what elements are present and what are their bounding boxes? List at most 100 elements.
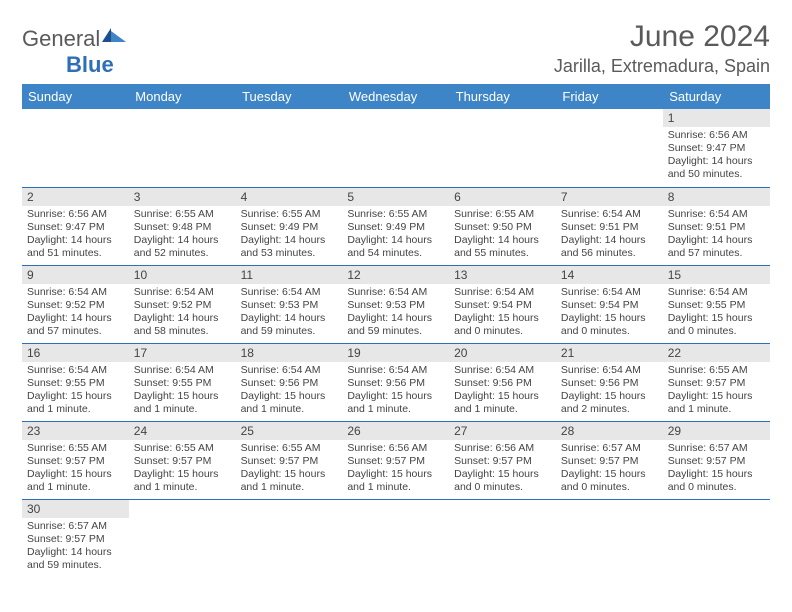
day-number: 7 <box>556 188 663 206</box>
day-cell: 8Sunrise: 6:54 AMSunset: 9:51 PMDaylight… <box>663 187 770 265</box>
day-cell: 1Sunrise: 6:56 AMSunset: 9:47 PMDaylight… <box>663 109 770 187</box>
day-cell: 19Sunrise: 6:54 AMSunset: 9:56 PMDayligh… <box>342 343 449 421</box>
calendar-table: SundayMondayTuesdayWednesdayThursdayFrid… <box>22 84 770 577</box>
empty-cell <box>449 499 556 577</box>
empty-cell <box>342 109 449 187</box>
day-data: Sunrise: 6:54 AMSunset: 9:54 PMDaylight:… <box>556 284 663 342</box>
day-data: Sunrise: 6:54 AMSunset: 9:56 PMDaylight:… <box>556 362 663 420</box>
day-number: 22 <box>663 344 770 362</box>
day-number: 27 <box>449 422 556 440</box>
weekday-header: Friday <box>556 84 663 109</box>
month-title: June 2024 <box>554 20 770 54</box>
day-number: 17 <box>129 344 236 362</box>
weekday-header: Wednesday <box>342 84 449 109</box>
day-cell: 30Sunrise: 6:57 AMSunset: 9:57 PMDayligh… <box>22 499 129 577</box>
day-number: 5 <box>342 188 449 206</box>
day-cell: 20Sunrise: 6:54 AMSunset: 9:56 PMDayligh… <box>449 343 556 421</box>
location: Jarilla, Extremadura, Spain <box>554 56 770 77</box>
empty-cell <box>342 499 449 577</box>
day-data: Sunrise: 6:54 AMSunset: 9:55 PMDaylight:… <box>129 362 236 420</box>
empty-cell <box>129 109 236 187</box>
day-number: 23 <box>22 422 129 440</box>
empty-cell <box>449 109 556 187</box>
day-cell: 10Sunrise: 6:54 AMSunset: 9:52 PMDayligh… <box>129 265 236 343</box>
day-number: 19 <box>342 344 449 362</box>
day-data: Sunrise: 6:54 AMSunset: 9:55 PMDaylight:… <box>22 362 129 420</box>
day-data: Sunrise: 6:54 AMSunset: 9:54 PMDaylight:… <box>449 284 556 342</box>
empty-cell <box>556 499 663 577</box>
day-number: 24 <box>129 422 236 440</box>
day-cell: 24Sunrise: 6:55 AMSunset: 9:57 PMDayligh… <box>129 421 236 499</box>
weekday-header: Saturday <box>663 84 770 109</box>
day-cell: 23Sunrise: 6:55 AMSunset: 9:57 PMDayligh… <box>22 421 129 499</box>
flag-icon <box>102 26 128 52</box>
day-cell: 6Sunrise: 6:55 AMSunset: 9:50 PMDaylight… <box>449 187 556 265</box>
day-number: 15 <box>663 266 770 284</box>
weekday-header: Sunday <box>22 84 129 109</box>
day-number: 8 <box>663 188 770 206</box>
day-data: Sunrise: 6:56 AMSunset: 9:57 PMDaylight:… <box>449 440 556 498</box>
weekday-header: Thursday <box>449 84 556 109</box>
day-data: Sunrise: 6:54 AMSunset: 9:56 PMDaylight:… <box>342 362 449 420</box>
empty-cell <box>129 499 236 577</box>
day-number: 10 <box>129 266 236 284</box>
empty-cell <box>22 109 129 187</box>
brand-gray: General <box>22 26 100 51</box>
weekday-header: Tuesday <box>236 84 343 109</box>
day-data: Sunrise: 6:57 AMSunset: 9:57 PMDaylight:… <box>556 440 663 498</box>
day-cell: 18Sunrise: 6:54 AMSunset: 9:56 PMDayligh… <box>236 343 343 421</box>
empty-cell <box>663 499 770 577</box>
day-cell: 14Sunrise: 6:54 AMSunset: 9:54 PMDayligh… <box>556 265 663 343</box>
day-number: 2 <box>22 188 129 206</box>
day-number: 1 <box>663 109 770 127</box>
day-cell: 12Sunrise: 6:54 AMSunset: 9:53 PMDayligh… <box>342 265 449 343</box>
day-data: Sunrise: 6:54 AMSunset: 9:52 PMDaylight:… <box>129 284 236 342</box>
day-data: Sunrise: 6:54 AMSunset: 9:56 PMDaylight:… <box>449 362 556 420</box>
day-data: Sunrise: 6:54 AMSunset: 9:53 PMDaylight:… <box>342 284 449 342</box>
calendar-body: 1Sunrise: 6:56 AMSunset: 9:47 PMDaylight… <box>22 109 770 577</box>
day-cell: 25Sunrise: 6:55 AMSunset: 9:57 PMDayligh… <box>236 421 343 499</box>
day-number: 3 <box>129 188 236 206</box>
day-number: 28 <box>556 422 663 440</box>
day-cell: 28Sunrise: 6:57 AMSunset: 9:57 PMDayligh… <box>556 421 663 499</box>
day-cell: 2Sunrise: 6:56 AMSunset: 9:47 PMDaylight… <box>22 187 129 265</box>
day-data: Sunrise: 6:56 AMSunset: 9:57 PMDaylight:… <box>342 440 449 498</box>
day-data: Sunrise: 6:55 AMSunset: 9:57 PMDaylight:… <box>22 440 129 498</box>
day-data: Sunrise: 6:56 AMSunset: 9:47 PMDaylight:… <box>663 127 770 185</box>
brand-blue: Blue <box>66 52 114 77</box>
header: GeneralBlue June 2024 Jarilla, Extremadu… <box>22 20 770 78</box>
day-number: 26 <box>342 422 449 440</box>
day-cell: 3Sunrise: 6:55 AMSunset: 9:48 PMDaylight… <box>129 187 236 265</box>
day-data: Sunrise: 6:57 AMSunset: 9:57 PMDaylight:… <box>663 440 770 498</box>
day-number: 29 <box>663 422 770 440</box>
day-data: Sunrise: 6:54 AMSunset: 9:51 PMDaylight:… <box>556 206 663 264</box>
day-data: Sunrise: 6:55 AMSunset: 9:49 PMDaylight:… <box>236 206 343 264</box>
day-number: 30 <box>22 500 129 518</box>
day-number: 13 <box>449 266 556 284</box>
day-data: Sunrise: 6:57 AMSunset: 9:57 PMDaylight:… <box>22 518 129 576</box>
day-data: Sunrise: 6:54 AMSunset: 9:53 PMDaylight:… <box>236 284 343 342</box>
day-number: 18 <box>236 344 343 362</box>
day-cell: 7Sunrise: 6:54 AMSunset: 9:51 PMDaylight… <box>556 187 663 265</box>
day-cell: 5Sunrise: 6:55 AMSunset: 9:49 PMDaylight… <box>342 187 449 265</box>
day-number: 20 <box>449 344 556 362</box>
day-cell: 4Sunrise: 6:55 AMSunset: 9:49 PMDaylight… <box>236 187 343 265</box>
day-cell: 21Sunrise: 6:54 AMSunset: 9:56 PMDayligh… <box>556 343 663 421</box>
day-number: 21 <box>556 344 663 362</box>
day-cell: 26Sunrise: 6:56 AMSunset: 9:57 PMDayligh… <box>342 421 449 499</box>
brand-logo: GeneralBlue <box>22 26 128 78</box>
day-number: 9 <box>22 266 129 284</box>
day-data: Sunrise: 6:54 AMSunset: 9:56 PMDaylight:… <box>236 362 343 420</box>
day-cell: 29Sunrise: 6:57 AMSunset: 9:57 PMDayligh… <box>663 421 770 499</box>
day-cell: 9Sunrise: 6:54 AMSunset: 9:52 PMDaylight… <box>22 265 129 343</box>
title-block: June 2024 Jarilla, Extremadura, Spain <box>554 20 770 77</box>
empty-cell <box>236 109 343 187</box>
day-data: Sunrise: 6:55 AMSunset: 9:50 PMDaylight:… <box>449 206 556 264</box>
day-number: 25 <box>236 422 343 440</box>
day-cell: 17Sunrise: 6:54 AMSunset: 9:55 PMDayligh… <box>129 343 236 421</box>
day-cell: 13Sunrise: 6:54 AMSunset: 9:54 PMDayligh… <box>449 265 556 343</box>
calendar-head: SundayMondayTuesdayWednesdayThursdayFrid… <box>22 84 770 109</box>
day-number: 12 <box>342 266 449 284</box>
brand-name: GeneralBlue <box>22 26 128 78</box>
day-cell: 15Sunrise: 6:54 AMSunset: 9:55 PMDayligh… <box>663 265 770 343</box>
